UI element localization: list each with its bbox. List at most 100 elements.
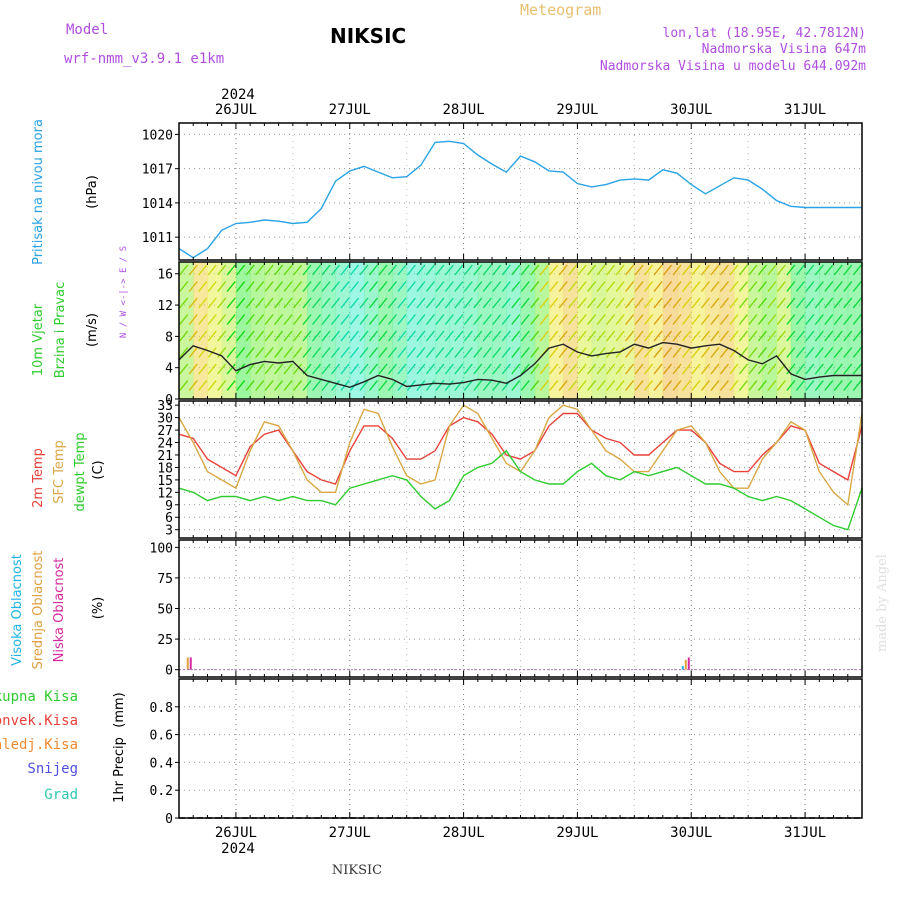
wind-barb (312, 330, 322, 342)
wind-band (406, 262, 422, 399)
wind-barb (302, 281, 312, 292)
wind-barb (700, 314, 711, 325)
wind-barb (274, 330, 284, 342)
wind-barb (416, 363, 426, 375)
wind-barb (568, 281, 578, 292)
wind-barb (492, 347, 502, 358)
wind-barb (539, 363, 549, 375)
wind-barb (217, 297, 227, 309)
wind-barb (359, 380, 369, 391)
wind-barb (805, 297, 815, 309)
wind-barb (463, 380, 473, 391)
wind-barb (330, 281, 341, 292)
wind-barb (644, 264, 654, 276)
wind-band (776, 262, 792, 399)
wind-barb (757, 347, 767, 358)
wind-barb (454, 297, 464, 309)
date-label-bottom: 26JUL (215, 825, 257, 841)
year-label-bottom: 2024 (221, 841, 255, 857)
wind-barb (814, 330, 824, 342)
wind-barb (482, 281, 492, 292)
wind-barb (293, 330, 303, 342)
wind-barb (710, 297, 720, 309)
ytick-label-wind: 16 (157, 268, 173, 283)
wind-barb (217, 347, 227, 358)
wind-barb (397, 330, 407, 342)
wind-barb (587, 264, 597, 276)
pressure-side-labels: Pritisak na nivou mora (hPa) (31, 119, 100, 265)
wind-band (833, 262, 849, 399)
wind-barb (672, 281, 682, 292)
wind-barb (748, 347, 758, 358)
wind-barb (662, 281, 673, 292)
wind-barb (321, 314, 331, 325)
ytick-label-temperature: 15 (157, 474, 173, 489)
wind-barb (226, 330, 236, 342)
wind-barb (397, 264, 407, 276)
wind-barb (482, 264, 492, 276)
wind-barb (302, 297, 312, 309)
wind-barb (378, 264, 388, 276)
wind-barb (198, 297, 208, 309)
wind-band (719, 262, 735, 399)
ytick-label-clouds: 25 (157, 633, 173, 648)
ytick-label-temperature: 27 (157, 424, 173, 439)
wind-barb (530, 347, 540, 358)
wind-barb (312, 363, 322, 375)
pressure-title: Pritisak na nivou mora (31, 119, 46, 265)
model-elevation-label: Nadmorska Visina u modelu 644.092m (600, 59, 866, 74)
wind-barb (245, 264, 255, 276)
wind-barb (662, 297, 673, 309)
wind-unit: (m/s) (85, 313, 100, 347)
wind-barb (207, 363, 217, 375)
wind-barb (786, 281, 796, 292)
wind-barb (767, 347, 777, 358)
wind-barb (435, 264, 445, 276)
wind-barb (691, 330, 701, 342)
wind-barb (625, 363, 635, 375)
wind-barb (824, 264, 834, 276)
wind-band (463, 262, 479, 399)
legend-hail: Grad (44, 787, 78, 803)
wind-barb (321, 347, 331, 358)
wind-barb (444, 380, 454, 391)
wind-barb (397, 281, 407, 292)
wind-barb (577, 264, 587, 276)
wind-barb (236, 330, 246, 342)
panel-pressure: 1011 1014 1017 1020 (142, 122, 863, 261)
wind-barb (397, 314, 407, 325)
wind-barb (852, 281, 862, 292)
wind-barb (833, 347, 843, 358)
wind-barb (520, 297, 530, 309)
wind-barb (852, 380, 862, 391)
wind-barb (691, 347, 701, 358)
wind-barb (700, 297, 711, 309)
wind-barb (473, 330, 483, 342)
wind-barb (672, 330, 682, 342)
wind-barb (558, 380, 568, 391)
wind-barb (634, 314, 644, 325)
wind-barb (312, 380, 322, 391)
wind-barb (852, 297, 862, 309)
wind-barb (530, 264, 540, 276)
wind-barb (463, 330, 473, 342)
wind-barb (368, 264, 379, 276)
wind-barb (520, 314, 530, 325)
temp-title: 2m Temp (31, 448, 46, 508)
wind-barb (321, 281, 331, 292)
wind-barb (767, 281, 777, 292)
wind-barb (757, 264, 767, 276)
wind-band (179, 262, 194, 399)
wind-barb (188, 380, 198, 391)
wind-band (349, 262, 365, 399)
wind-barb (748, 363, 758, 375)
wind-barb (615, 281, 625, 292)
wind-barb (672, 264, 682, 276)
wind-barb (805, 264, 815, 276)
wind-barb (577, 347, 587, 358)
wind-barb (852, 314, 862, 325)
wind-barb (340, 281, 350, 292)
wind-barb (757, 297, 767, 309)
ytick-label-temperature: 9 (165, 499, 173, 514)
wind-barb (568, 330, 578, 342)
